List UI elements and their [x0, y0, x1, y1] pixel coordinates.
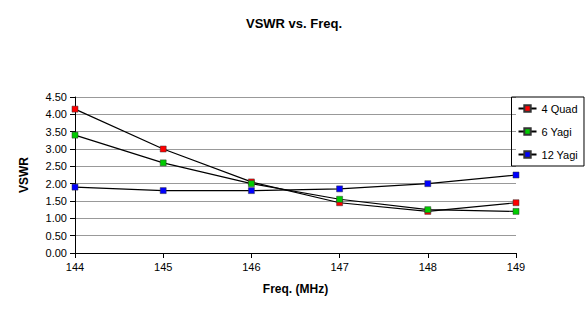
- svg-text:146: 146: [242, 261, 260, 273]
- svg-text:6 Yagi: 6 Yagi: [542, 126, 572, 138]
- svg-text:3.50: 3.50: [46, 126, 67, 138]
- svg-text:1.00: 1.00: [46, 212, 67, 224]
- svg-text:1.50: 1.50: [46, 195, 67, 207]
- svg-text:144: 144: [66, 261, 84, 273]
- svg-text:4.50: 4.50: [46, 91, 67, 103]
- svg-text:0.00: 0.00: [46, 247, 67, 259]
- svg-text:2.00: 2.00: [46, 178, 67, 190]
- svg-text:VSWR: VSWR: [17, 157, 31, 193]
- svg-text:12 Yagi: 12 Yagi: [542, 149, 578, 161]
- svg-text:0.50: 0.50: [46, 230, 67, 242]
- svg-text:Freq. (MHz): Freq. (MHz): [263, 282, 328, 296]
- svg-text:4 Quad: 4 Quad: [542, 103, 578, 115]
- svg-text:3.00: 3.00: [46, 143, 67, 155]
- svg-text:VSWR vs. Freq.: VSWR vs. Freq.: [246, 16, 342, 31]
- svg-text:148: 148: [419, 261, 437, 273]
- svg-text:145: 145: [154, 261, 172, 273]
- svg-text:4.00: 4.00: [46, 108, 67, 120]
- svg-text:2.50: 2.50: [46, 160, 67, 172]
- svg-text:149: 149: [507, 261, 525, 273]
- svg-text:147: 147: [330, 261, 348, 273]
